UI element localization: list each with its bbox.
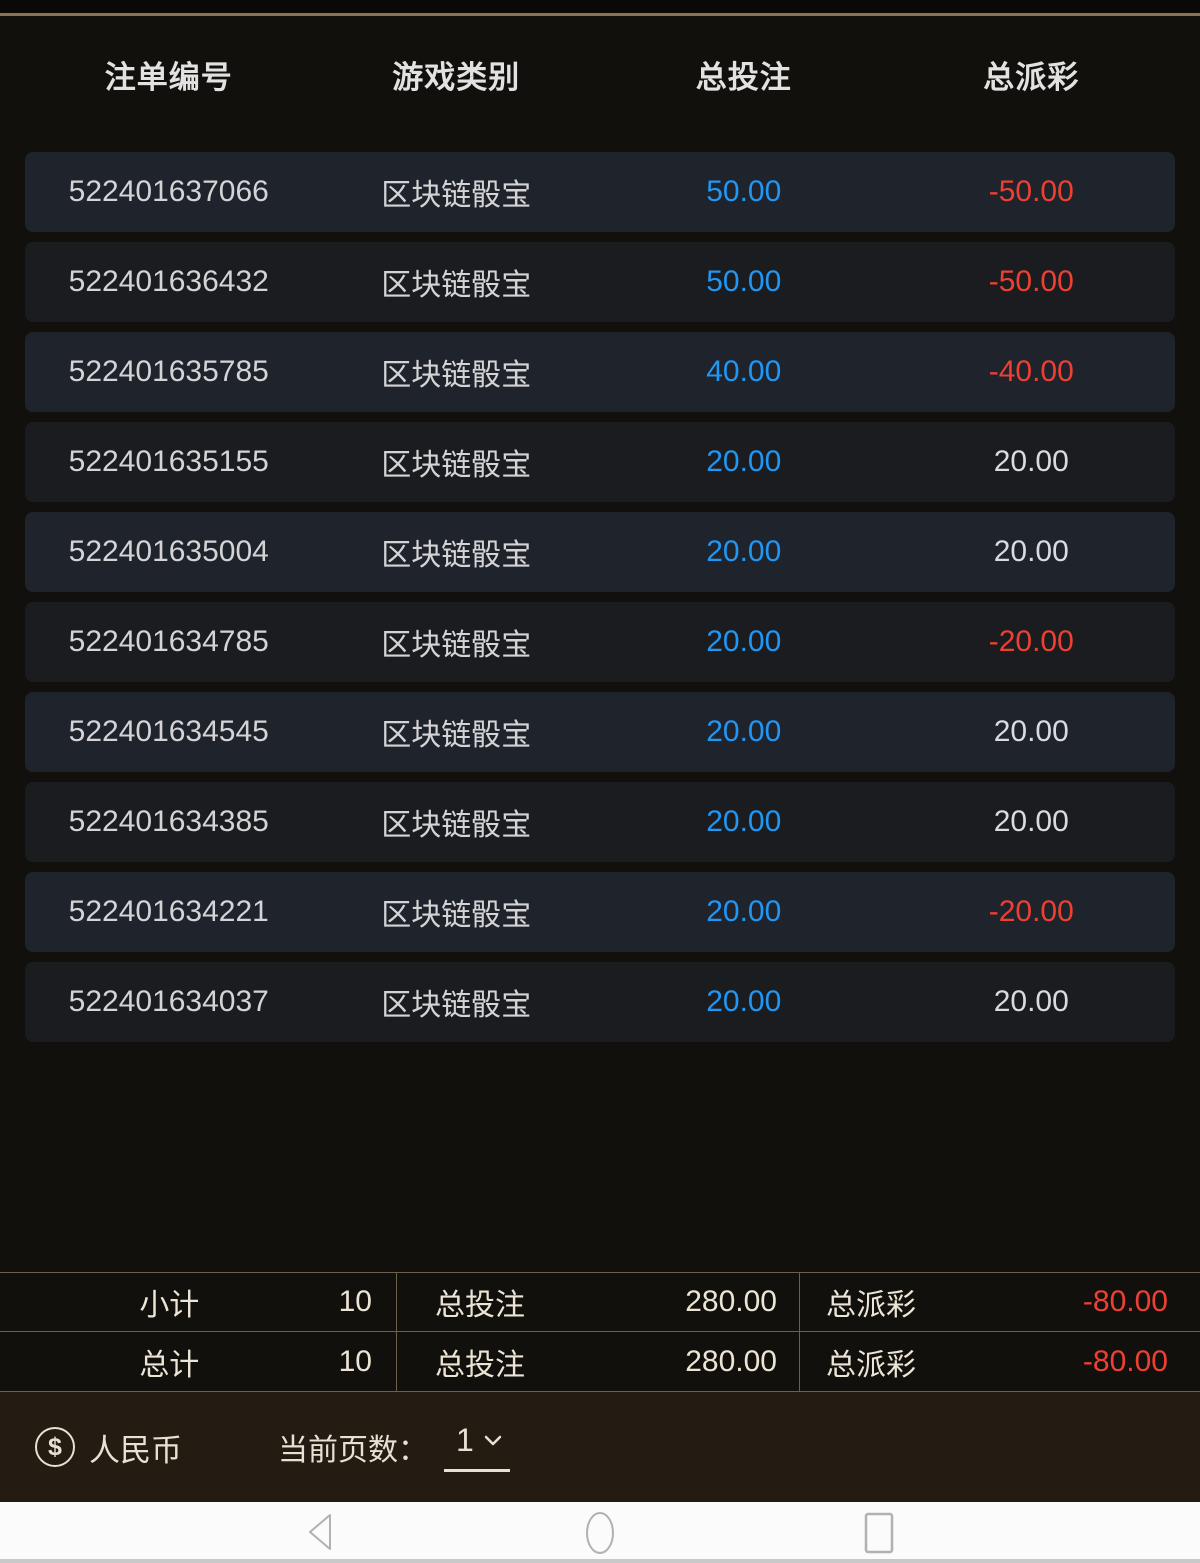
summary-label: 小计 [139,1289,200,1322]
summary-bet-label: 总投注 [435,1348,525,1382]
summary-payout-value: -80.00 [1082,1285,1168,1318]
bet-id: 522401634545 [68,715,269,748]
bet-id: 522401635155 [68,445,269,478]
summary-count: 10 [338,1344,372,1378]
payout-amount: -50.00 [988,175,1074,208]
summary-bet-value: 280.00 [685,1285,777,1318]
column-header-total-bet: 总投注 [695,59,792,95]
bet-records-list: 522401637066 区块链骰宝 50.00 -50.00 52240163… [0,152,1200,1042]
summary-payout-value: -80.00 [1082,1344,1168,1378]
page-number: 1 [456,1422,474,1458]
bet-id: 522401635004 [68,535,269,568]
table-row[interactable]: 522401637066 区块链骰宝 50.00 -50.00 [25,152,1175,232]
currency-coin-icon: $ [35,1427,75,1467]
game-type: 区块链骰宝 [381,629,532,662]
summary-payout-cell: 总派彩 -80.00 [800,1273,1200,1331]
bet-id: 522401634037 [68,985,269,1018]
payout-amount: -20.00 [988,625,1074,658]
table-row[interactable]: 522401635155 区块链骰宝 20.00 20.00 [25,422,1175,502]
payout-amount: 20.00 [993,445,1069,478]
summary-payout-cell: 总派彩 -80.00 [800,1332,1200,1391]
chevron-down-icon [484,1435,502,1447]
bet-id: 522401635785 [68,355,269,388]
summary-payout-label: 总派彩 [826,1289,916,1322]
summary-payout-label: 总派彩 [826,1348,916,1382]
payout-amount: 20.00 [993,805,1069,838]
bet-amount: 20.00 [706,985,782,1018]
summary-bet-label: 总投注 [435,1289,525,1322]
empty-space [0,1052,1200,1272]
current-page-label: 当前页数： [278,1434,428,1467]
summary-row: 总计 10 总投注 280.00 总派彩 -80.00 [0,1332,1200,1392]
payout-amount: 20.00 [993,985,1069,1018]
summary-table: 小计 10 总投注 280.00 总派彩 -80.00 总计 10 总投注 28… [0,1272,1200,1392]
bet-amount: 20.00 [706,805,782,838]
summary-bet-cell: 总投注 280.00 [397,1273,800,1331]
summary-label: 总计 [139,1348,200,1382]
payout-amount: 20.00 [993,715,1069,748]
table-row[interactable]: 522401634221 区块链骰宝 20.00 -20.00 [25,872,1175,952]
game-type: 区块链骰宝 [381,359,532,392]
bet-id: 522401637066 [68,175,269,208]
game-type: 区块链骰宝 [381,989,532,1022]
currency-label: 人民币 [89,1432,182,1468]
game-type: 区块链骰宝 [381,899,532,932]
bet-amount: 20.00 [706,445,782,478]
footer-bar: $ 人民币 当前页数： 1 [0,1392,1200,1502]
bet-amount: 40.00 [706,355,782,388]
recents-icon[interactable] [863,1511,895,1560]
game-type: 区块链骰宝 [381,269,532,302]
bet-id: 522401636432 [68,265,269,298]
summary-count: 10 [338,1285,372,1318]
summary-count-cell: 总计 10 [0,1332,397,1391]
summary-bet-cell: 总投注 280.00 [397,1332,800,1391]
bet-id: 522401634785 [68,625,269,658]
table-row[interactable]: 522401636432 区块链骰宝 50.00 -50.00 [25,242,1175,322]
payout-amount: -50.00 [988,265,1074,298]
summary-bet-value: 280.00 [685,1344,777,1378]
payout-amount: -40.00 [988,355,1074,388]
column-header-game: 游戏类别 [392,59,521,95]
game-type: 区块链骰宝 [381,539,532,572]
table-row[interactable]: 522401634545 区块链骰宝 20.00 20.00 [25,692,1175,772]
bet-amount: 50.00 [706,175,782,208]
android-nav-bar [0,1502,1200,1563]
page-select-dropdown[interactable]: 1 [444,1422,510,1472]
column-header-payout: 总派彩 [983,59,1080,95]
table-row[interactable]: 522401634385 区块链骰宝 20.00 20.00 [25,782,1175,862]
bet-amount: 50.00 [706,265,782,298]
status-strip [0,0,1200,13]
back-icon[interactable] [303,1511,335,1558]
summary-count-cell: 小计 10 [0,1273,397,1331]
payout-amount: -20.00 [988,895,1074,928]
column-header-bet-id: 注单编号 [104,59,233,95]
summary-row: 小计 10 总投注 280.00 总派彩 -80.00 [0,1273,1200,1332]
bet-amount: 20.00 [706,715,782,748]
bet-amount: 20.00 [706,535,782,568]
table-row[interactable]: 522401635785 区块链骰宝 40.00 -40.00 [25,332,1175,412]
game-type: 区块链骰宝 [381,449,532,482]
game-type: 区块链骰宝 [381,179,532,212]
table-row[interactable]: 522401634037 区块链骰宝 20.00 20.00 [25,962,1175,1042]
table-header: 注单编号 游戏类别 总投注 总派彩 [0,16,1200,152]
game-type: 区块链骰宝 [381,719,532,752]
gold-divider [0,13,1200,16]
payout-amount: 20.00 [993,535,1069,568]
bet-amount: 20.00 [706,895,782,928]
bet-amount: 20.00 [706,625,782,658]
bet-id: 522401634385 [68,805,269,838]
table-row[interactable]: 522401634785 区块链骰宝 20.00 -20.00 [25,602,1175,682]
game-type: 区块链骰宝 [381,809,532,842]
bet-id: 522401634221 [68,895,269,928]
table-row[interactable]: 522401635004 区块链骰宝 20.00 20.00 [25,512,1175,592]
